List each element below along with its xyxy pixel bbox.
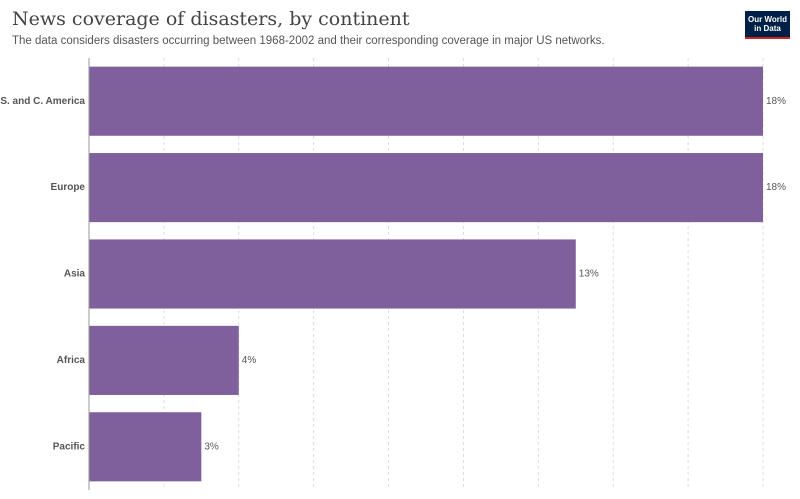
category-label: Africa bbox=[57, 355, 86, 366]
value-label: 18% bbox=[766, 182, 786, 193]
owid-logo-text: Our World in Data bbox=[748, 15, 787, 33]
owid-logo[interactable]: Our World in Data bbox=[745, 11, 790, 39]
bar-asia[interactable] bbox=[89, 239, 576, 309]
bar-europe[interactable] bbox=[89, 153, 763, 223]
value-labels: 18% 18% 13% 4% 3% bbox=[204, 96, 786, 453]
bar-pacific[interactable] bbox=[89, 412, 202, 482]
value-label: 13% bbox=[579, 269, 599, 280]
value-label: 4% bbox=[242, 355, 257, 366]
category-label: S. and C. America bbox=[0, 96, 85, 107]
category-label: Europe bbox=[51, 182, 86, 193]
category-label: Asia bbox=[64, 269, 86, 280]
bar-s-and-c-america[interactable] bbox=[89, 66, 763, 136]
category-labels: S. and C. America Europe Asia Africa Pacific bbox=[0, 96, 85, 453]
chart-subtitle: The data considers disasters occurring b… bbox=[12, 35, 605, 47]
value-label: 3% bbox=[204, 441, 219, 452]
value-label: 18% bbox=[766, 96, 786, 107]
bar-africa[interactable] bbox=[89, 325, 239, 395]
category-label: Pacific bbox=[53, 441, 86, 452]
chart-title: News coverage of disasters, by continent bbox=[12, 8, 410, 30]
bars bbox=[89, 66, 763, 482]
